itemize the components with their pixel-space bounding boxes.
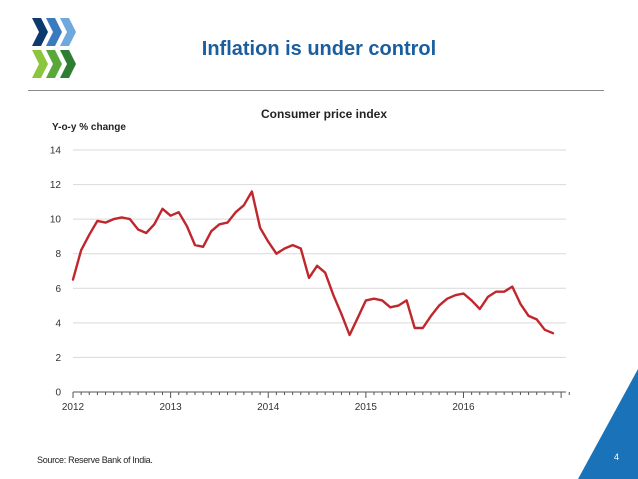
y-tick-labels: 0 2 4 6 8 10 12 14 <box>50 146 62 399</box>
slide-title: Inflation is under control <box>201 38 437 60</box>
y-tick-label: 14 <box>50 146 62 157</box>
logo-stripe-1 <box>32 18 48 46</box>
x-tick-label: 2013 <box>159 402 182 413</box>
y-tick-label: 6 <box>55 284 61 295</box>
y-tick-label: 2 <box>55 353 61 364</box>
source-note: Source: Reserve Bank of India. <box>37 455 153 465</box>
y-tick-label: 12 <box>50 180 62 191</box>
series-line-cpi <box>71 190 555 337</box>
logo-stripe-2 <box>46 18 62 46</box>
page-number: 4 <box>614 452 620 462</box>
logo-stripe-6 <box>60 50 76 78</box>
logo-stripe-5 <box>46 50 62 78</box>
oecd-logo <box>32 18 76 78</box>
x-axis <box>72 391 570 398</box>
y-tick-label: 10 <box>50 215 62 226</box>
chart-title: Consumer price index <box>261 107 387 121</box>
series-layer <box>71 190 555 337</box>
y-tick-label: 4 <box>55 318 61 329</box>
gridlines <box>73 149 566 358</box>
corner-triangle <box>578 369 638 479</box>
title-divider <box>28 90 604 91</box>
logo-stripe-3 <box>60 18 76 46</box>
y-tick-label: 8 <box>55 249 61 260</box>
y-axis-label: Y-o-y % change <box>52 122 126 133</box>
x-tick-labels: 2012 2013 2014 2015 2016 <box>62 402 475 413</box>
x-tick-label: 2015 <box>355 402 378 413</box>
x-tick-label: 2012 <box>62 402 85 413</box>
corner-shape <box>578 369 638 479</box>
x-tick-label: 2016 <box>452 402 475 413</box>
logo-stripe-4 <box>32 50 48 78</box>
y-tick-label: 0 <box>55 388 61 399</box>
x-tick-label: 2014 <box>257 402 280 413</box>
